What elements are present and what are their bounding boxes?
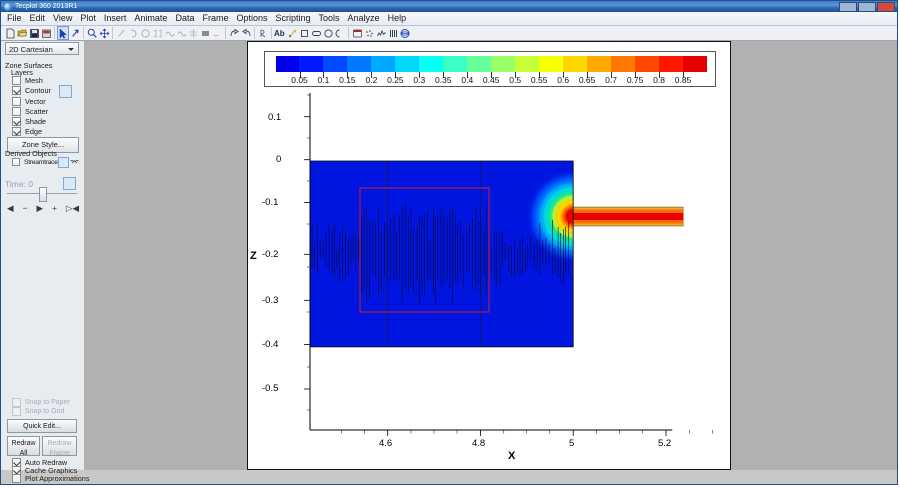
svg-text:Ab: Ab bbox=[274, 29, 285, 38]
